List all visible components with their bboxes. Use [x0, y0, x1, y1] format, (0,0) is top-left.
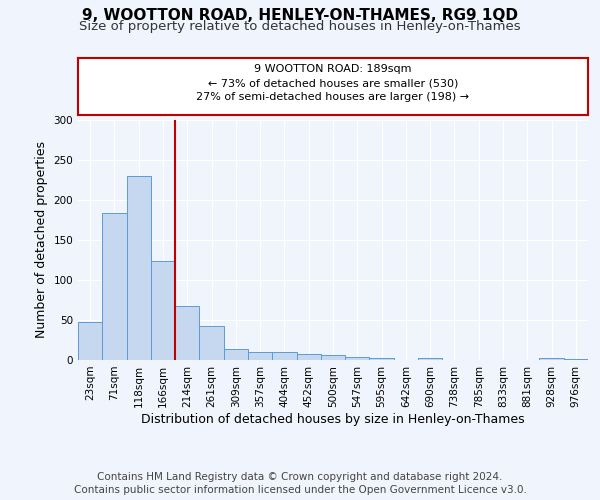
Text: Distribution of detached houses by size in Henley-on-Thames: Distribution of detached houses by size …	[141, 412, 525, 426]
Text: 9, WOOTTON ROAD, HENLEY-ON-THAMES, RG9 1QD: 9, WOOTTON ROAD, HENLEY-ON-THAMES, RG9 1…	[82, 8, 518, 22]
Bar	[345, 357, 370, 360]
Bar	[321, 355, 345, 360]
Bar	[175, 306, 199, 360]
Bar	[248, 352, 272, 360]
Bar	[224, 349, 248, 360]
Bar	[127, 176, 151, 360]
Bar	[539, 358, 564, 360]
Bar	[102, 213, 127, 360]
Text: 9 WOOTTON ROAD: 189sqm
← 73% of detached houses are smaller (530)
27% of semi-de: 9 WOOTTON ROAD: 189sqm ← 73% of detached…	[196, 64, 470, 102]
Text: Size of property relative to detached houses in Henley-on-Thames: Size of property relative to detached ho…	[79, 20, 521, 33]
Bar	[564, 359, 588, 360]
Text: Contains HM Land Registry data © Crown copyright and database right 2024.: Contains HM Land Registry data © Crown c…	[97, 472, 503, 482]
Bar	[370, 358, 394, 360]
Bar	[199, 326, 224, 360]
Bar	[151, 261, 175, 360]
Y-axis label: Number of detached properties: Number of detached properties	[35, 142, 48, 338]
Bar	[78, 322, 102, 360]
Bar	[296, 354, 321, 360]
Bar	[418, 358, 442, 360]
Text: Contains public sector information licensed under the Open Government Licence v3: Contains public sector information licen…	[74, 485, 526, 495]
Bar	[272, 352, 296, 360]
